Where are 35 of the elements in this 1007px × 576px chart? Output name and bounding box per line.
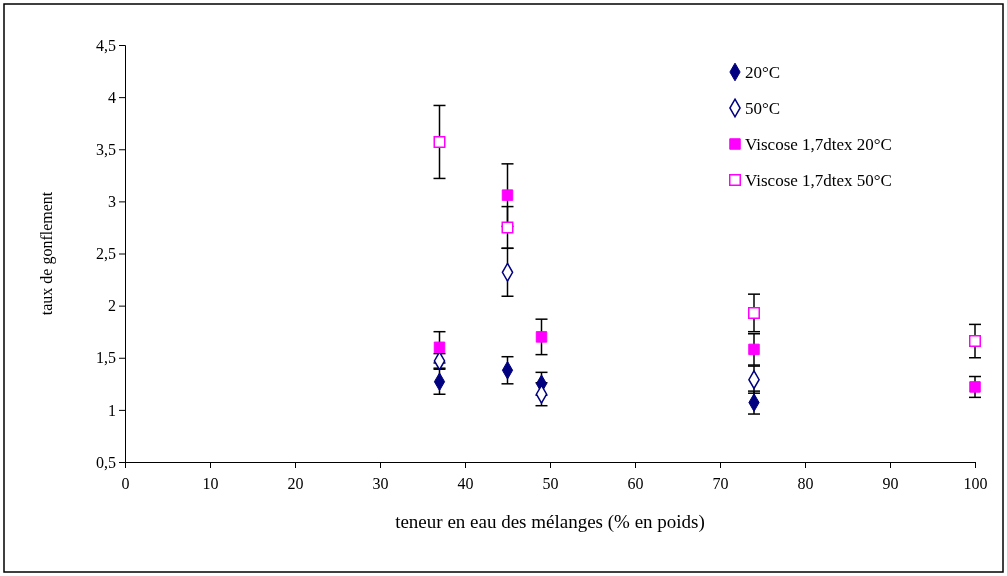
y-tick-label: 3,5	[96, 140, 116, 158]
x-axis-title: teneur en eau des mélanges (% en poids)	[395, 511, 705, 533]
y-tick-label: 1	[108, 401, 116, 419]
point	[501, 221, 514, 234]
point	[748, 306, 760, 319]
y-tick-label: 4,5	[96, 36, 116, 54]
y-tick-label: 4	[108, 88, 116, 106]
point	[748, 343, 760, 356]
point	[969, 381, 981, 393]
x-tick-label: 20	[287, 474, 304, 492]
y-axis-title: taux de gonflement	[38, 191, 56, 316]
y-tick-label: 2	[108, 297, 116, 315]
legend-label: Viscose 1,7dtex 50°C	[745, 171, 892, 190]
x-tick-label: 60	[627, 474, 644, 492]
x-tick-label: 100	[963, 474, 988, 492]
y-tick-label: 3	[108, 192, 116, 210]
legend-label: 50°C	[745, 99, 781, 118]
x-tick-label: 10	[202, 474, 219, 492]
point	[535, 331, 548, 343]
x-tick-label: 40	[457, 474, 474, 492]
legend-label: Viscose 1,7dtex 20°C	[745, 135, 892, 154]
x-tick-label: 90	[882, 474, 899, 492]
y-tick-label: 1,5	[96, 349, 116, 367]
x-tick-label: 70	[712, 474, 729, 492]
x-tick-label: 0	[121, 474, 130, 492]
point	[969, 335, 981, 348]
y-tick-label: 0,5	[96, 453, 116, 471]
point	[433, 341, 446, 354]
point	[433, 135, 446, 148]
y-tick-label: 2,5	[96, 245, 116, 263]
x-tick-label: 30	[372, 474, 389, 492]
legend-label: 20°C	[745, 63, 781, 82]
x-tick-label: 50	[542, 474, 559, 492]
x-tick-label: 80	[797, 474, 814, 492]
point	[501, 189, 514, 201]
